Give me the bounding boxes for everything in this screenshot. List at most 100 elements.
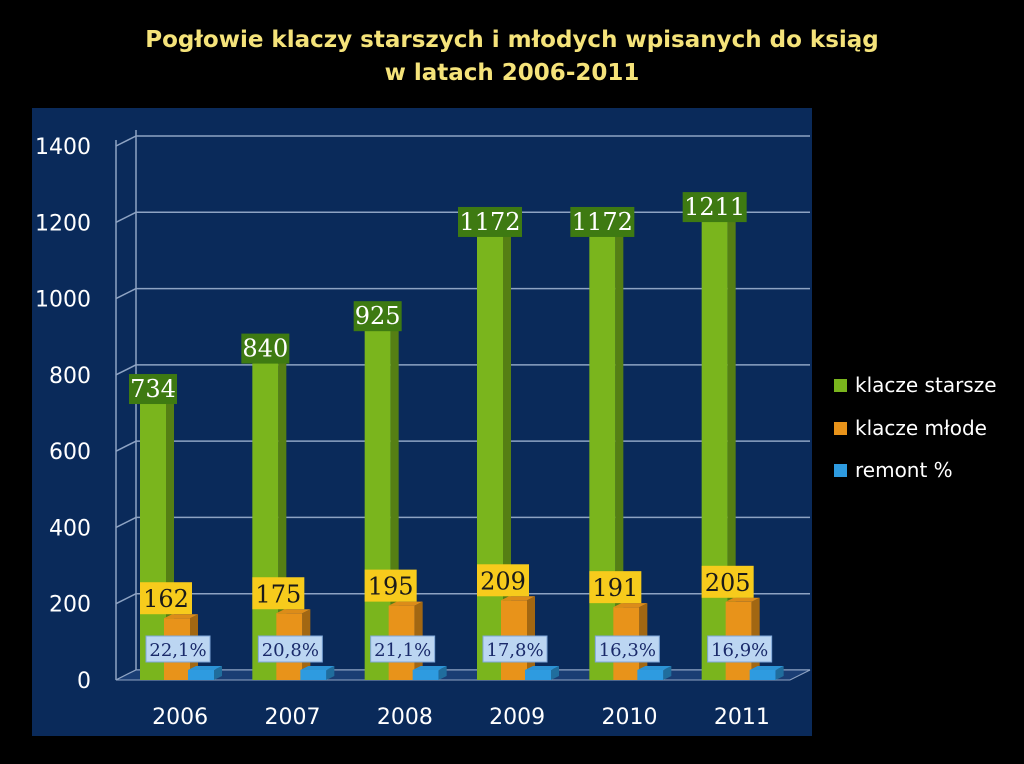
bar-side bbox=[615, 228, 624, 681]
x-tick-label: 2010 bbox=[602, 705, 658, 730]
bar-front bbox=[637, 670, 664, 680]
data-label-text: 209 bbox=[480, 567, 526, 595]
legend-swatch-klacze-starsze bbox=[834, 378, 847, 392]
gridline-depth bbox=[115, 516, 137, 529]
data-label-bg bbox=[594, 635, 660, 663]
data-label-bg bbox=[707, 635, 773, 663]
data-label-text: 17,8% bbox=[486, 640, 543, 661]
y-tick-label: 1400 bbox=[35, 135, 91, 160]
data-label-remont: 21,1% bbox=[370, 635, 436, 663]
data-label-text: 16,3% bbox=[599, 640, 656, 661]
data-label-bg bbox=[353, 301, 402, 332]
data-label-bg bbox=[570, 206, 635, 237]
bar-front bbox=[364, 327, 391, 680]
data-label-klacze-mlode: 195 bbox=[364, 569, 417, 602]
data-label-text: 21,1% bbox=[374, 640, 431, 661]
legend-item-klacze-starsze: klacze starsze bbox=[834, 373, 997, 397]
bar-top bbox=[525, 666, 559, 670]
data-label-bg bbox=[252, 577, 305, 610]
y-tick-label: 200 bbox=[49, 593, 91, 618]
data-label-text: 191 bbox=[592, 574, 638, 602]
x-tick-label: 2009 bbox=[489, 705, 545, 730]
gridline-depth bbox=[115, 135, 137, 147]
bar-klacze-starsze bbox=[701, 214, 736, 680]
bar-top bbox=[276, 609, 311, 614]
data-label-klacze-starsze: 1172 bbox=[570, 206, 635, 237]
data-label-remont: 16,3% bbox=[594, 635, 660, 663]
data-label-text: 195 bbox=[368, 573, 414, 601]
bar-front bbox=[188, 670, 214, 680]
data-label-bg bbox=[701, 565, 754, 598]
gridline-depth bbox=[115, 211, 137, 223]
bar-side bbox=[663, 666, 672, 680]
bar-front bbox=[749, 670, 776, 680]
bar-front bbox=[252, 359, 279, 680]
bar-side bbox=[551, 666, 559, 680]
data-label-text: 1172 bbox=[572, 208, 633, 236]
chart-title-line-2: w latach 2006-2011 bbox=[384, 60, 640, 86]
y-axis: 0 200 400 600 800 1000 1200 1400 bbox=[35, 130, 137, 694]
bar-top bbox=[749, 666, 784, 670]
data-label-text: 20,8% bbox=[262, 640, 319, 661]
bar-side bbox=[438, 666, 447, 680]
data-label-text: 162 bbox=[143, 585, 189, 613]
data-label-bg bbox=[458, 206, 522, 237]
bar-top bbox=[725, 597, 760, 602]
bar-top bbox=[164, 614, 198, 619]
data-label-bg bbox=[477, 564, 529, 597]
bar-side bbox=[775, 666, 784, 680]
bar-top bbox=[188, 666, 222, 670]
bar-front bbox=[140, 400, 166, 680]
y-tick-label: 1200 bbox=[35, 211, 91, 236]
bar-front bbox=[525, 670, 551, 680]
data-label-text: 925 bbox=[355, 302, 401, 330]
y-tick-label: 600 bbox=[49, 440, 91, 465]
data-label-klacze-starsze: 1172 bbox=[458, 206, 522, 237]
data-label-remont: 17,8% bbox=[482, 635, 548, 663]
data-label-text: 175 bbox=[255, 580, 301, 608]
y-tick-label: 1000 bbox=[35, 288, 91, 313]
data-label-klacze-mlode: 209 bbox=[477, 564, 529, 597]
x-tick-label: 2007 bbox=[265, 705, 321, 730]
chart-title: Pogłowie klaczy starszych i młodych wpis… bbox=[0, 24, 1024, 90]
data-label-klacze-starsze: 1211 bbox=[682, 192, 747, 223]
data-label-text: 205 bbox=[705, 569, 751, 597]
data-label-bg bbox=[370, 635, 436, 663]
bar-remont bbox=[412, 666, 447, 680]
x-tick-label: 2008 bbox=[377, 705, 433, 730]
data-label-text: 1172 bbox=[459, 208, 520, 236]
gridline-depth bbox=[115, 364, 137, 376]
data-label-remont: 20,8% bbox=[257, 635, 323, 663]
legend-swatch-remont bbox=[834, 463, 847, 477]
x-tick-label: 2011 bbox=[714, 705, 770, 730]
data-label-bg bbox=[482, 635, 548, 663]
bar-side bbox=[326, 666, 335, 680]
data-label-klacze-mlode: 175 bbox=[252, 577, 305, 610]
bar-front bbox=[300, 670, 327, 680]
data-label-bg bbox=[364, 569, 417, 602]
bar-front bbox=[589, 232, 616, 681]
y-tick-label: 800 bbox=[49, 364, 91, 389]
data-label-klacze-mlode: 205 bbox=[701, 565, 754, 598]
bar-top bbox=[637, 666, 672, 670]
data-label-bg bbox=[257, 635, 323, 663]
bar-remont bbox=[525, 666, 559, 680]
data-label-klacze-starsze: 925 bbox=[353, 301, 402, 332]
data-label-klacze-starsze: 734 bbox=[129, 374, 177, 405]
bar-top bbox=[613, 603, 648, 608]
data-label-bg bbox=[145, 635, 211, 663]
bar-top bbox=[388, 601, 423, 606]
bar-top bbox=[300, 666, 335, 670]
data-label-text: 840 bbox=[242, 335, 288, 363]
legend-item-klacze-mlode: klacze młode bbox=[834, 416, 987, 440]
data-label-klacze-mlode: 191 bbox=[589, 571, 642, 604]
bar-remont bbox=[749, 666, 784, 680]
data-label-bg bbox=[241, 333, 290, 364]
data-label-text: 16,9% bbox=[711, 640, 768, 661]
data-label-bg bbox=[129, 374, 177, 405]
data-label-klacze-mlode: 162 bbox=[140, 582, 192, 615]
data-label-remont: 22,1% bbox=[145, 635, 211, 663]
legend-label-klacze-mlode: klacze młode bbox=[855, 416, 987, 440]
bar-side bbox=[214, 666, 222, 680]
